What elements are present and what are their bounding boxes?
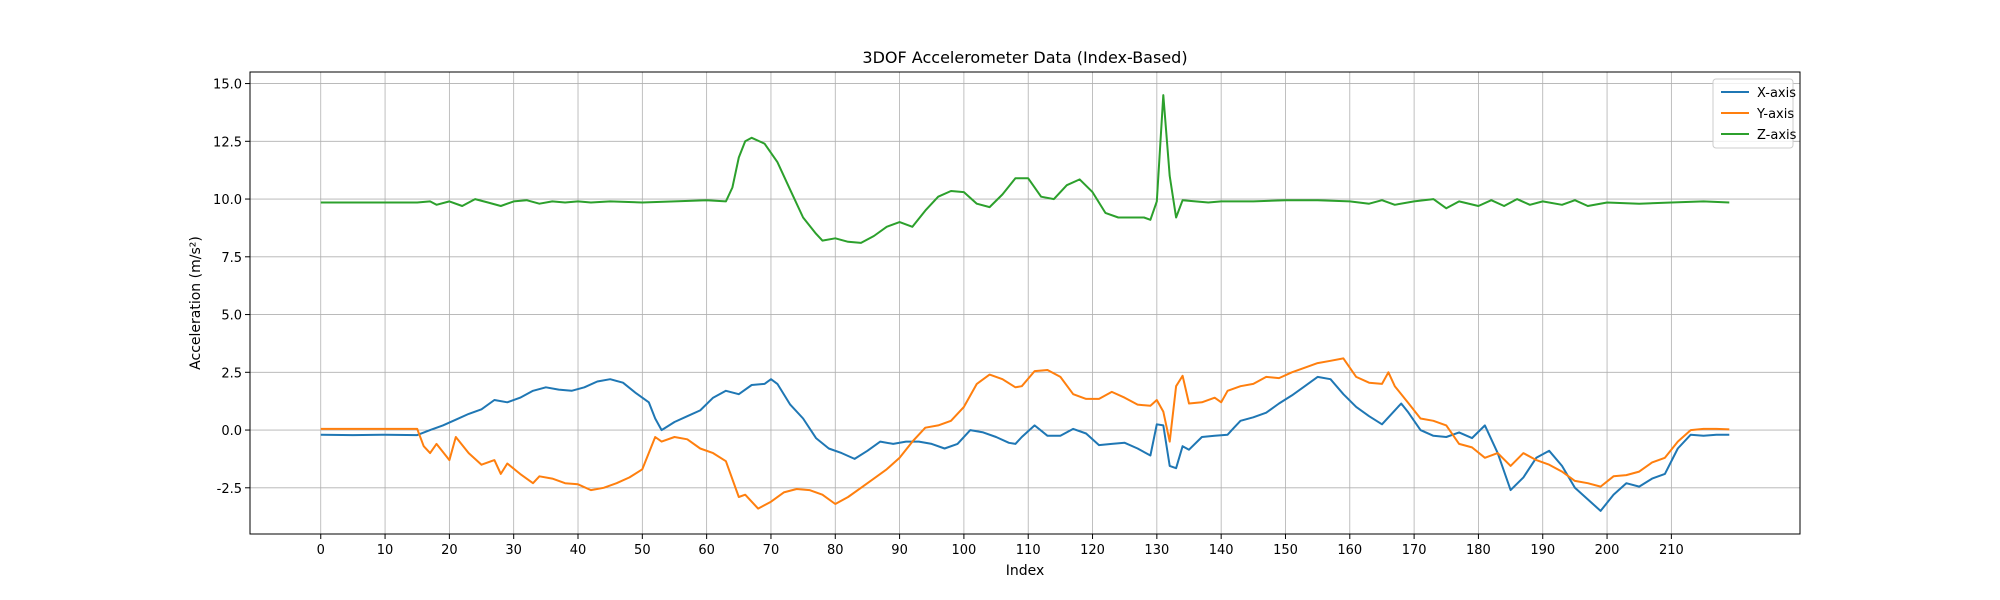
plot-frame	[249, 71, 1801, 535]
y-tick-label: -2.5	[217, 482, 242, 497]
y-tick-label: 12.5	[213, 135, 242, 150]
legend: X-axis Y-axis Z-axis	[1712, 78, 1797, 149]
x-tick-label: 50	[634, 543, 651, 558]
x-tick-label: 0	[317, 543, 325, 558]
x-tick-label: 120	[1080, 543, 1105, 558]
x-tick-label: 30	[505, 543, 522, 558]
series-line-y-axis	[320, 357, 1730, 510]
x-axis-ticks: 0 10 20 30 40 50 60 70 80 90 100 110 120 130 140 150 160…	[317, 534, 1684, 558]
x-tick-label: 180	[1466, 543, 1491, 558]
y-axis-ticks: -2.5 0.0 2.5 5.0 7.5 10.0 12.5 15.0	[213, 78, 250, 497]
legend-label-z-axis: Z-axis	[1757, 128, 1797, 143]
x-tick-label: 210	[1659, 543, 1684, 558]
legend-box	[1712, 78, 1794, 149]
x-tick-label: 90	[891, 543, 908, 558]
series-lines	[320, 94, 1730, 512]
y-tick-label: 5.0	[221, 309, 242, 324]
x-tick-label: 170	[1402, 543, 1427, 558]
series-line-x-axis	[320, 375, 1730, 512]
series-line-z-axis	[320, 94, 1730, 244]
x-tick-label: 40	[570, 543, 587, 558]
x-tick-label: 60	[698, 543, 715, 558]
x-tick-label: 190	[1530, 543, 1555, 558]
grid-lines	[250, 72, 1800, 534]
x-tick-label: 70	[763, 543, 780, 558]
y-axis-label: Acceleration (m/s²)	[188, 236, 204, 370]
x-tick-label: 200	[1595, 543, 1620, 558]
legend-label-x-axis: X-axis	[1757, 86, 1796, 101]
x-tick-label: 110	[1016, 543, 1041, 558]
x-tick-label: 140	[1209, 543, 1234, 558]
x-tick-label: 10	[377, 543, 394, 558]
y-tick-label: 10.0	[213, 193, 242, 208]
x-tick-label: 100	[951, 543, 976, 558]
x-tick-label: 150	[1273, 543, 1298, 558]
x-tick-label: 20	[441, 543, 458, 558]
x-tick-label: 80	[827, 543, 844, 558]
plot-area	[250, 72, 1800, 534]
y-tick-label: 2.5	[221, 366, 242, 381]
y-tick-label: 15.0	[213, 78, 242, 93]
chart-title: 3DOF Accelerometer Data (Index-Based)	[862, 48, 1187, 67]
x-tick-label: 130	[1144, 543, 1169, 558]
legend-label-y-axis: Y-axis	[1756, 107, 1794, 122]
x-axis-label: Index	[1006, 563, 1045, 579]
y-tick-label: 7.5	[221, 251, 242, 266]
y-tick-label: 0.0	[221, 424, 242, 439]
x-tick-label: 160	[1337, 543, 1362, 558]
